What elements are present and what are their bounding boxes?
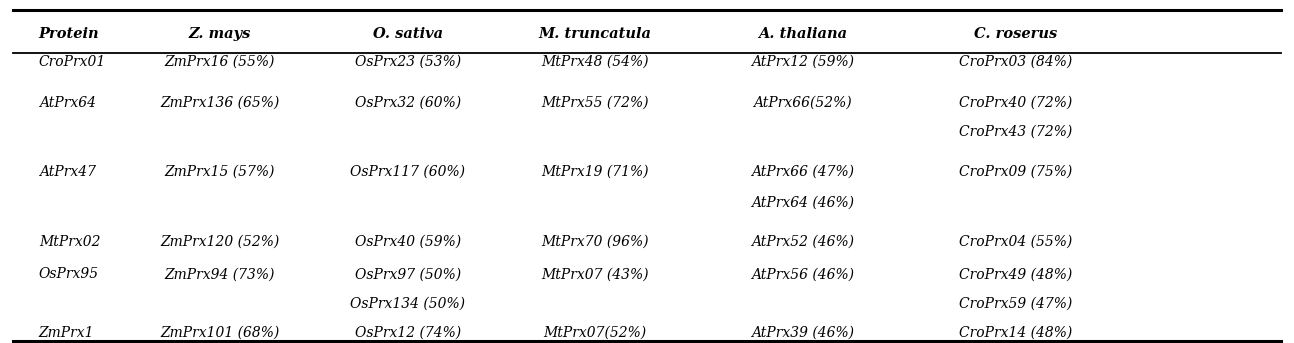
Text: ZmPrx16 (55%): ZmPrx16 (55%) [164, 55, 276, 69]
Text: OsPrx12 (74%): OsPrx12 (74%) [355, 326, 461, 340]
Text: A. thaliana: A. thaliana [758, 27, 846, 41]
Text: Z. mays: Z. mays [189, 27, 251, 41]
Text: CroPrx04 (55%): CroPrx04 (55%) [959, 235, 1073, 249]
Text: CroPrx14 (48%): CroPrx14 (48%) [959, 326, 1073, 340]
Text: OsPrx97 (50%): OsPrx97 (50%) [355, 268, 461, 281]
Text: OsPrx23 (53%): OsPrx23 (53%) [355, 55, 461, 69]
Text: AtPrx56 (46%): AtPrx56 (46%) [751, 268, 854, 281]
Text: AtPrx52 (46%): AtPrx52 (46%) [751, 235, 854, 249]
Text: OsPrx117 (60%): OsPrx117 (60%) [351, 165, 465, 178]
Text: AtPrx66 (47%): AtPrx66 (47%) [751, 165, 854, 178]
Text: C. roserus: C. roserus [974, 27, 1057, 41]
Text: AtPrx12 (59%): AtPrx12 (59%) [751, 55, 854, 69]
Text: OsPrx32 (60%): OsPrx32 (60%) [355, 96, 461, 110]
Text: M. truncatula: M. truncatula [538, 27, 652, 41]
Text: AtPrx47: AtPrx47 [39, 165, 96, 178]
Text: ZmPrx120 (52%): ZmPrx120 (52%) [160, 235, 280, 249]
Text: ZmPrx101 (68%): ZmPrx101 (68%) [160, 326, 280, 340]
Text: CroPrx09 (75%): CroPrx09 (75%) [959, 165, 1073, 178]
Text: OsPrx95: OsPrx95 [39, 268, 98, 281]
Text: MtPrx02: MtPrx02 [39, 235, 101, 249]
Text: OsPrx40 (59%): OsPrx40 (59%) [355, 235, 461, 249]
Text: MtPrx07(52%): MtPrx07(52%) [543, 326, 647, 340]
Text: OsPrx134 (50%): OsPrx134 (50%) [351, 297, 465, 310]
Text: ZmPrx136 (65%): ZmPrx136 (65%) [160, 96, 280, 110]
Text: MtPrx70 (96%): MtPrx70 (96%) [541, 235, 650, 249]
Text: AtPrx39 (46%): AtPrx39 (46%) [751, 326, 854, 340]
Text: CroPrx01: CroPrx01 [39, 55, 106, 69]
Text: O. sativa: O. sativa [373, 27, 443, 41]
Text: ZmPrx15 (57%): ZmPrx15 (57%) [164, 165, 276, 178]
Text: CroPrx40 (72%): CroPrx40 (72%) [959, 96, 1073, 110]
Text: CroPrx49 (48%): CroPrx49 (48%) [959, 268, 1073, 281]
Text: AtPrx64 (46%): AtPrx64 (46%) [751, 196, 854, 209]
Text: MtPrx48 (54%): MtPrx48 (54%) [541, 55, 650, 69]
Text: CroPrx59 (47%): CroPrx59 (47%) [959, 297, 1073, 310]
Text: MtPrx07 (43%): MtPrx07 (43%) [541, 268, 650, 281]
Text: MtPrx19 (71%): MtPrx19 (71%) [541, 165, 650, 178]
Text: CroPrx43 (72%): CroPrx43 (72%) [959, 125, 1073, 139]
Text: MtPrx55 (72%): MtPrx55 (72%) [541, 96, 650, 110]
Text: CroPrx03 (84%): CroPrx03 (84%) [959, 55, 1073, 69]
Text: AtPrx64: AtPrx64 [39, 96, 96, 110]
Text: ZmPrx94 (73%): ZmPrx94 (73%) [164, 268, 276, 281]
Text: ZmPrx1: ZmPrx1 [39, 326, 94, 340]
Text: AtPrx66(52%): AtPrx66(52%) [753, 96, 851, 110]
Text: Protein: Protein [39, 27, 100, 41]
